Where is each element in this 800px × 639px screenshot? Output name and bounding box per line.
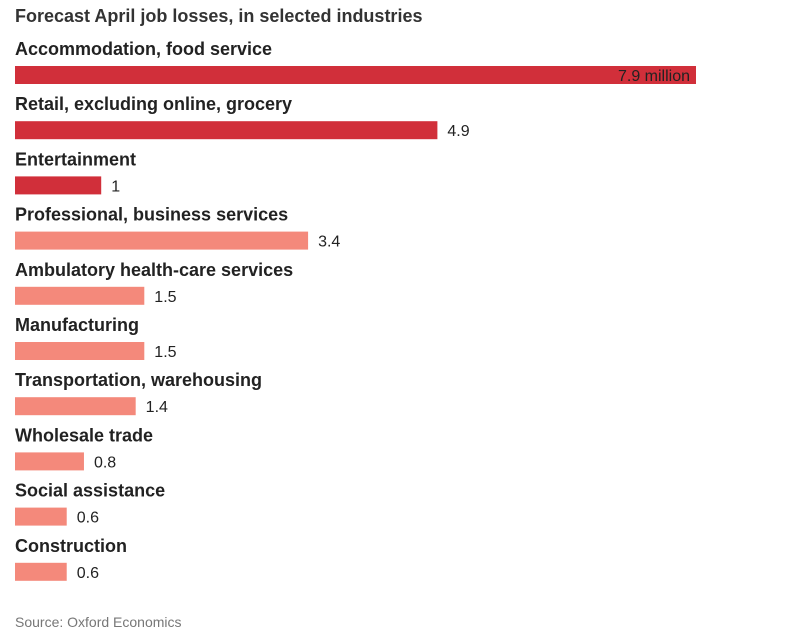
chart-title: Forecast April job losses, in selected i… bbox=[15, 6, 423, 26]
value-label: 1.5 bbox=[154, 289, 176, 306]
category-label: Social assistance bbox=[15, 481, 165, 501]
bar bbox=[15, 452, 84, 471]
category-label: Retail, excluding online, grocery bbox=[15, 94, 292, 114]
value-label: 7.9 million bbox=[618, 68, 690, 85]
source-note: Source: Oxford Economics bbox=[15, 614, 182, 630]
category-label: Transportation, warehousing bbox=[15, 370, 262, 390]
category-label: Entertainment bbox=[15, 149, 136, 169]
bar bbox=[15, 286, 145, 305]
bar bbox=[15, 397, 136, 416]
value-label: 1 bbox=[111, 178, 120, 195]
value-label: 0.6 bbox=[77, 565, 99, 582]
value-label: 3.4 bbox=[318, 234, 340, 251]
category-label: Accommodation, food service bbox=[15, 39, 272, 59]
bar bbox=[15, 176, 102, 195]
bar bbox=[15, 231, 309, 250]
bar bbox=[15, 507, 67, 526]
value-label: 1.4 bbox=[146, 399, 168, 416]
bar bbox=[15, 66, 696, 84]
category-label: Wholesale trade bbox=[15, 425, 153, 445]
bar bbox=[15, 121, 438, 140]
bar bbox=[15, 342, 145, 360]
value-label: 4.9 bbox=[447, 123, 469, 140]
category-label: Manufacturing bbox=[15, 315, 139, 335]
value-label: 0.6 bbox=[77, 510, 99, 527]
category-label: Professional, business services bbox=[15, 205, 288, 225]
bar bbox=[15, 562, 67, 581]
category-label: Construction bbox=[15, 536, 127, 556]
value-label: 1.5 bbox=[154, 344, 176, 361]
value-label: 0.8 bbox=[94, 454, 116, 471]
category-label: Ambulatory health-care services bbox=[15, 260, 293, 280]
